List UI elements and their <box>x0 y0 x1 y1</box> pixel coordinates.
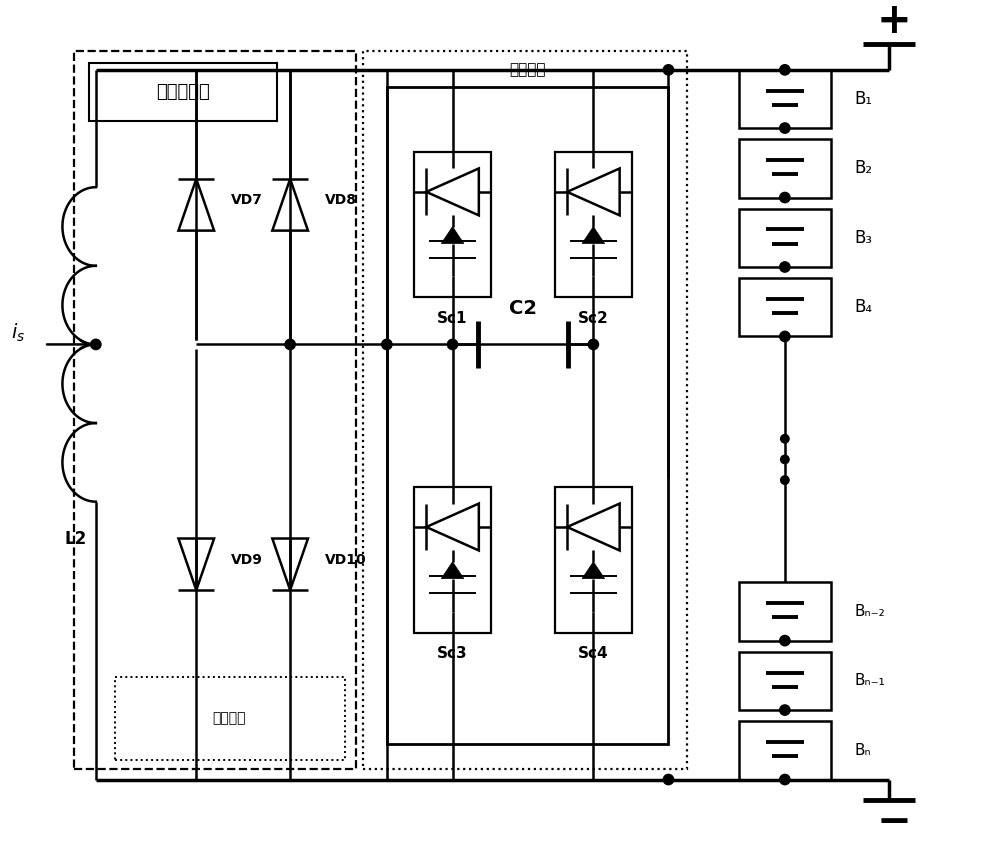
Circle shape <box>780 123 790 133</box>
Polygon shape <box>441 562 464 579</box>
Bar <box>739 208 831 267</box>
Circle shape <box>781 435 789 443</box>
Text: C2: C2 <box>509 300 537 318</box>
Circle shape <box>285 339 295 349</box>
Text: B₂: B₂ <box>854 160 872 177</box>
Bar <box>555 487 632 633</box>
Bar <box>739 582 831 641</box>
Circle shape <box>780 332 790 342</box>
Circle shape <box>780 262 790 272</box>
Text: L2: L2 <box>64 530 86 549</box>
Text: 可变电容: 可变电容 <box>509 62 546 78</box>
Circle shape <box>91 339 101 349</box>
Circle shape <box>780 775 790 785</box>
Text: Sc3: Sc3 <box>437 646 468 661</box>
Text: Sc4: Sc4 <box>578 646 609 661</box>
Circle shape <box>781 455 789 463</box>
Circle shape <box>780 192 790 203</box>
Text: VD7: VD7 <box>231 193 263 207</box>
Polygon shape <box>582 227 605 244</box>
Circle shape <box>382 339 392 349</box>
Text: Sc2: Sc2 <box>578 311 609 326</box>
Bar <box>414 152 491 297</box>
Bar <box>74 51 356 769</box>
Bar <box>89 63 277 122</box>
Text: Bₙ₋₂: Bₙ₋₂ <box>854 604 885 619</box>
Bar <box>739 652 831 710</box>
Text: 负载侧电路: 负载侧电路 <box>156 84 210 101</box>
Circle shape <box>663 65 674 75</box>
Text: B₃: B₃ <box>854 229 872 247</box>
Bar <box>739 70 831 128</box>
Bar <box>414 487 491 633</box>
Text: VD9: VD9 <box>231 553 263 566</box>
Circle shape <box>780 65 790 75</box>
Bar <box>739 139 831 197</box>
Polygon shape <box>582 562 605 579</box>
Text: 整流电路: 整流电路 <box>212 711 246 726</box>
Bar <box>739 279 831 337</box>
Circle shape <box>780 636 790 646</box>
Polygon shape <box>441 227 464 244</box>
Circle shape <box>588 339 599 349</box>
Text: $i_s$: $i_s$ <box>11 322 25 344</box>
Text: VD8: VD8 <box>325 193 357 207</box>
Circle shape <box>447 339 458 349</box>
Text: Bₙ₋₁: Bₙ₋₁ <box>854 674 885 689</box>
Bar <box>387 87 668 744</box>
Circle shape <box>663 775 674 785</box>
Circle shape <box>781 476 789 484</box>
Bar <box>739 722 831 780</box>
Bar <box>115 677 345 760</box>
Bar <box>555 152 632 297</box>
Text: +: + <box>876 0 911 42</box>
Text: B₄: B₄ <box>854 298 872 316</box>
Text: Bₙ: Bₙ <box>854 743 871 758</box>
Text: −: − <box>876 801 911 843</box>
Bar <box>363 51 687 769</box>
Text: B₁: B₁ <box>854 90 872 108</box>
Text: VD10: VD10 <box>325 553 367 566</box>
Text: Sc1: Sc1 <box>437 311 468 326</box>
Circle shape <box>780 705 790 715</box>
